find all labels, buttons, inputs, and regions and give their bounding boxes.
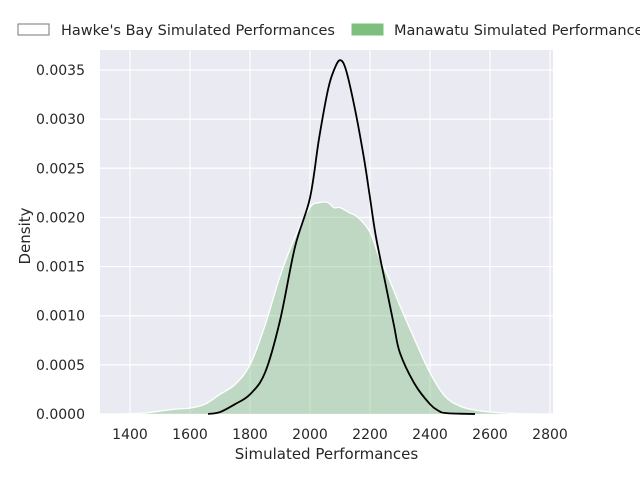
y-axis-label: Density <box>16 207 34 264</box>
x-axis-label: Simulated Performances <box>235 445 419 463</box>
manawatu-density-fill <box>121 202 535 414</box>
grid <box>100 50 553 415</box>
y-tick-label: 0.0025 <box>36 161 85 177</box>
x-tick-label: 2800 <box>532 427 568 443</box>
y-tick-label: 0.0005 <box>36 358 85 374</box>
legend-swatch-hawkes-bay <box>17 23 50 36</box>
legend: Hawke's Bay Simulated Performances Manaw… <box>17 23 640 39</box>
x-tick-label: 2200 <box>352 427 388 443</box>
legend-label-hawkes-bay: Hawke's Bay Simulated Performances <box>61 23 335 39</box>
x-tick-label: 2600 <box>472 427 508 443</box>
y-tick-label: 0.0030 <box>36 112 85 128</box>
legend-swatch-manawatu <box>351 23 384 36</box>
hawkes-bay-density-line <box>207 59 476 415</box>
plot-area <box>100 50 553 414</box>
y-tick-label: 0.0020 <box>36 210 85 226</box>
y-tick-label: 0.0000 <box>36 407 85 423</box>
legend-label-manawatu: Manawatu Simulated Performances <box>394 23 640 39</box>
x-tick-label: 2400 <box>412 427 448 443</box>
x-tick-label: 2000 <box>292 427 328 443</box>
y-tick-label: 0.0015 <box>36 260 85 276</box>
y-tick-label: 0.0010 <box>36 309 85 325</box>
y-tick-label: 0.0035 <box>36 63 85 79</box>
series-layer <box>120 59 536 415</box>
manawatu-density-outline <box>120 201 536 415</box>
y-axis: 0.0000 0.0005 0.0010 0.0015 0.0020 0.0025 0.00… <box>36 63 85 423</box>
x-tick-label: 1800 <box>232 427 268 443</box>
x-tick-label: 1400 <box>112 427 148 443</box>
x-axis: 1400 1600 1800 2000 2200 2400 2600 2800 <box>112 427 568 443</box>
x-tick-label: 1600 <box>172 427 208 443</box>
